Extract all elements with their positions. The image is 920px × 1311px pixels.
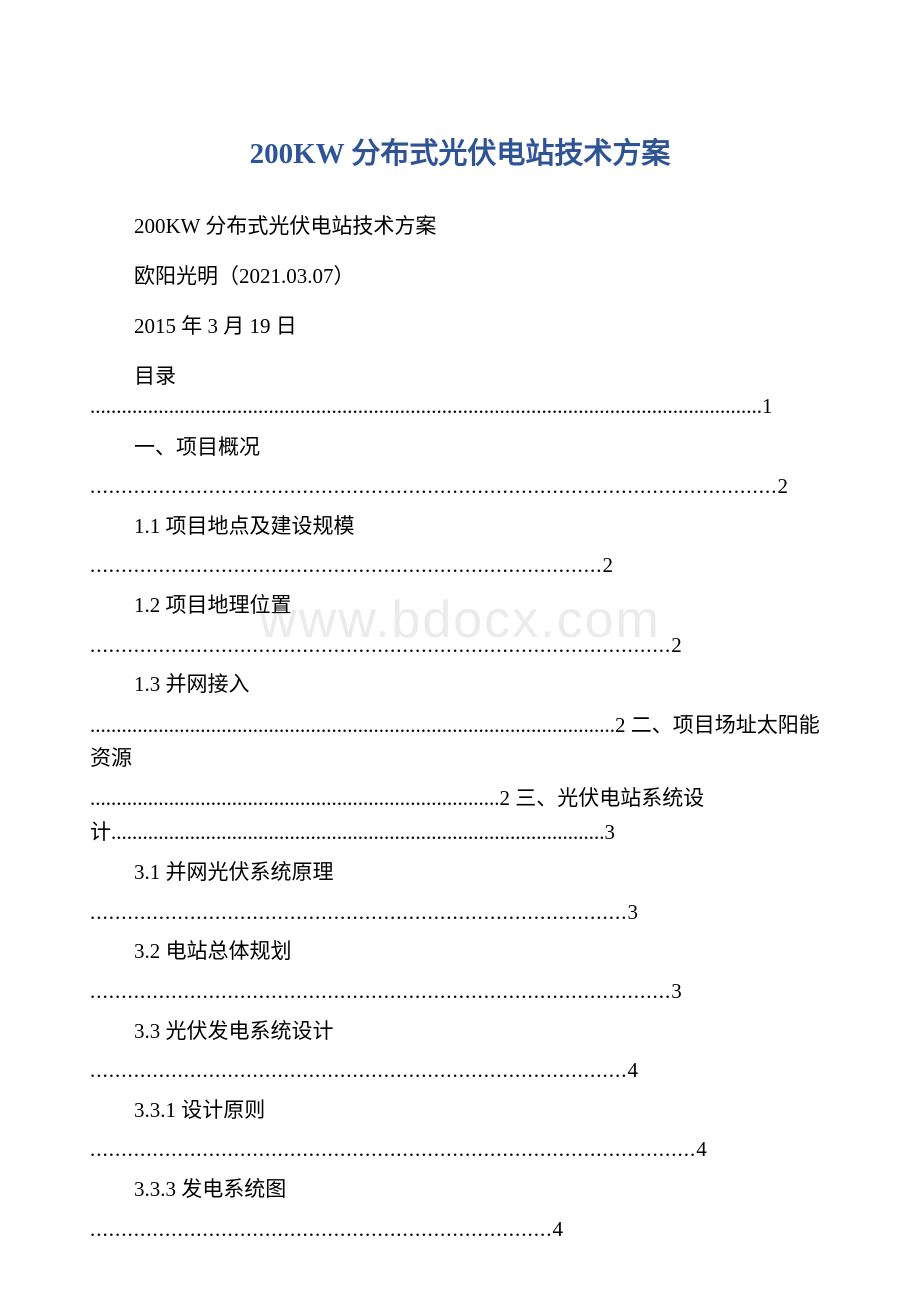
toc-entry: 3.3.1 设计原则 [134,1093,830,1129]
toc-entry: 3.2 电站总体规划 [134,934,830,970]
toc-entry: 1.1 项目地点及建设规模 [134,509,830,545]
document-page: 200KW 分布式光伏电站技术方案 200KW 分布式光伏电站技术方案 欧阳光明… [0,0,920,1311]
toc-entry: 1.2 项目地理位置 [134,588,830,624]
toc-dots: ........................................… [90,709,830,776]
toc-dots: ........................................… [90,1134,830,1166]
toc-entry: 3.3 光伏发电系统设计 [134,1014,830,1050]
toc-entry: 3.3.3 发电系统图 [134,1172,830,1208]
document-date: 2015 年 3 月 19 日 [134,310,830,340]
toc-entry: 一、项目概况 [134,430,830,466]
toc-label: 目录 [134,360,830,390]
document-title: 200KW 分布式光伏电站技术方案 [90,130,830,172]
toc-dots: ........................................… [90,1055,830,1087]
toc-dots: ........................................… [90,1214,830,1246]
toc-dots: ........................................… [90,976,830,1008]
toc-dots: ........................................… [90,471,830,503]
toc-dots: ........................................… [90,897,830,929]
toc-dots: ........................................… [90,550,830,582]
toc-dots: ........................................… [90,782,830,849]
toc-entry: 3.1 并网光伏系统原理 [134,855,830,891]
document-author: 欧阳光明（2021.03.07） [134,260,830,290]
toc-dots: ........................................… [90,630,830,662]
document-subtitle: 200KW 分布式光伏电站技术方案 [134,210,830,240]
toc-dots: ........................................… [90,390,830,424]
toc-entry: 1.3 并网接入 [134,667,830,703]
